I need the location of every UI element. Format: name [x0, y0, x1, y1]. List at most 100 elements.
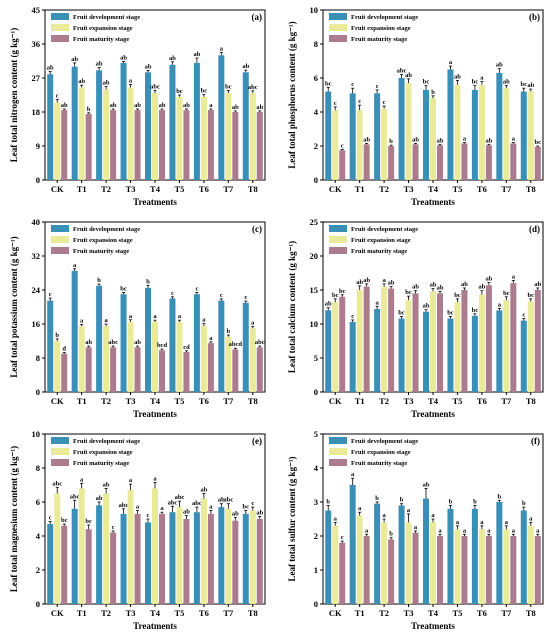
significance-label: ab [534, 281, 541, 288]
y-tick-label: 6 [314, 73, 318, 83]
legend-swatch [329, 459, 347, 466]
legend-swatch [51, 35, 69, 42]
bar [461, 290, 468, 392]
x-tick-label: T3 [404, 396, 414, 406]
bar [103, 493, 110, 604]
x-tick-label: T8 [526, 184, 536, 194]
significance-label: a [505, 519, 509, 526]
x-tick-label: T7 [223, 608, 234, 618]
significance-label: abc [255, 339, 265, 346]
bar [388, 539, 395, 604]
bar [374, 93, 381, 180]
bar [454, 302, 461, 392]
bar [325, 510, 332, 604]
significance-label: c [351, 313, 354, 320]
legend-label: Fruit development stage [351, 14, 418, 21]
y-tick-label: 4 [36, 531, 41, 541]
bar [325, 91, 332, 180]
bar [110, 347, 117, 392]
x-tick-label: T2 [101, 396, 111, 406]
bar [478, 84, 485, 180]
significance-label: a [431, 512, 435, 519]
significance-label: bc [405, 289, 412, 296]
significance-label: b [227, 328, 231, 335]
significance-label: a [438, 527, 442, 534]
significance-label: ab [423, 303, 430, 310]
significance-label: a [536, 527, 540, 534]
legend-swatch [51, 13, 69, 20]
x-axis-title: Treatments [133, 197, 177, 207]
significance-label: bc [472, 307, 479, 314]
significance-label: bc [61, 517, 68, 524]
bar [145, 287, 151, 392]
bar [423, 89, 429, 180]
bar [437, 536, 443, 604]
bar [520, 510, 527, 604]
bar [527, 525, 534, 604]
panel-label: (f) [531, 436, 540, 446]
bar [127, 490, 134, 604]
x-tick-label: T5 [452, 608, 462, 618]
significance-label: ab [159, 102, 166, 109]
y-axis-title: Leaf total calcium content (g kg⁻¹) [287, 241, 297, 373]
x-tick-label: T1 [355, 608, 365, 618]
bar [103, 89, 110, 180]
x-tick-label: T5 [174, 184, 184, 194]
significance-label: ab [430, 282, 437, 289]
legend-swatch [329, 225, 347, 232]
legend-label: Fruit maturity stage [351, 36, 407, 43]
bar [200, 498, 207, 604]
legend-label: Fruit expansion stage [73, 449, 133, 456]
x-tick-label: T8 [526, 396, 536, 406]
bar [520, 320, 527, 392]
x-tick-label: T1 [77, 396, 87, 406]
bar [349, 93, 356, 180]
bar [471, 89, 478, 180]
significance-label: bc [423, 79, 430, 86]
bar [218, 55, 225, 181]
significance-label: a [209, 102, 213, 109]
bar [242, 513, 249, 604]
bar [381, 286, 388, 392]
bar [134, 513, 141, 604]
bar [437, 145, 443, 180]
significance-label: abc [168, 499, 178, 506]
significance-label: a [512, 527, 516, 534]
y-tick-label: 4 [314, 463, 319, 473]
x-tick-label: T4 [150, 608, 161, 618]
legend-swatch [51, 236, 69, 243]
bar [96, 70, 103, 180]
significance-label: abc [223, 497, 233, 504]
significance-label: a [153, 475, 157, 482]
significance-label: ab [478, 284, 485, 291]
y-axis-title: Leaf total sulfur content (g kg⁻¹) [287, 456, 297, 581]
y-tick-label: 40 [32, 217, 41, 227]
significance-label: ab [103, 80, 110, 87]
bar [78, 87, 85, 180]
significance-label: ab [454, 74, 461, 81]
significance-label: ab [183, 509, 190, 516]
significance-label: b [449, 498, 453, 505]
y-tick-label: 32 [32, 251, 41, 261]
significance-label: a [512, 273, 516, 280]
legend-label: Fruit maturity stage [73, 36, 129, 43]
bar [85, 347, 92, 392]
x-tick-label: T1 [77, 608, 87, 618]
significance-label: bc [521, 81, 528, 88]
legend-swatch [51, 24, 69, 31]
y-tick-label: 20 [310, 251, 319, 261]
bar [54, 341, 61, 392]
y-tick-label: 10 [310, 5, 319, 15]
panel-label: (a) [252, 12, 263, 22]
bar [193, 512, 200, 604]
significance-label: ab [110, 102, 117, 109]
significance-label: abc [70, 493, 80, 500]
significance-label: a [449, 59, 453, 66]
y-tick-label: 24 [32, 285, 41, 295]
significance-label: bc [472, 79, 479, 86]
significance-label: c [334, 100, 337, 107]
significance-label: abc [108, 339, 118, 346]
bar [218, 507, 225, 604]
bar [120, 62, 127, 181]
